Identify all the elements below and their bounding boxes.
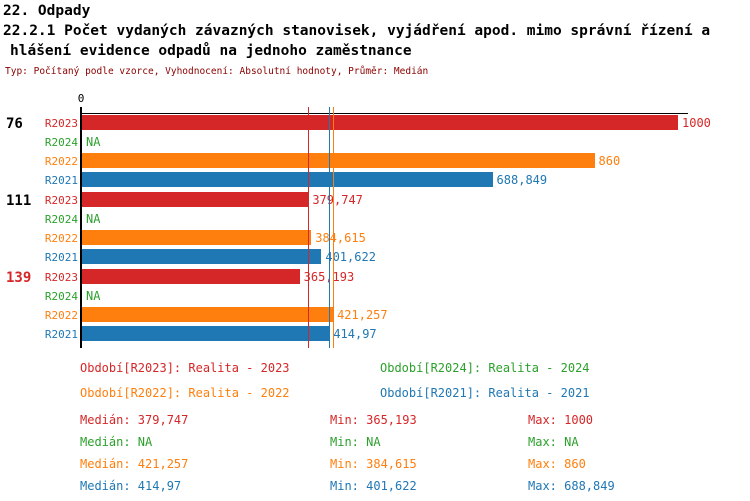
axis-tick-label-zero: 0 (77, 92, 85, 105)
series-label-r2024: R2024 (44, 290, 78, 303)
series-label-r2022: R2022 (44, 155, 78, 168)
stat-max-r2021: Max: 688,849 (528, 479, 615, 493)
bar-value-label: 365,193 (304, 270, 355, 284)
bar-value-label: 421,257 (337, 308, 388, 322)
bar-r2023 (82, 115, 678, 130)
group-label: 111 (6, 193, 32, 209)
bar-r2022 (82, 307, 334, 322)
group-label: 76 (6, 116, 23, 132)
stat-min-r2023: Min: 365,193 (330, 413, 417, 427)
bar-r2023 (82, 192, 309, 207)
series-label-r2022: R2022 (44, 309, 78, 322)
median-line-r2022 (333, 107, 335, 348)
bar-value-label: 688,849 (496, 173, 548, 187)
stat-median-r2024: Medián: NA (80, 435, 153, 449)
series-label-r2023: R2023 (44, 271, 78, 284)
chart-subtitle: Typ: Počítaný podle vzorce, Vyhodnocení:… (5, 66, 429, 77)
bar-value-label: 1000 (682, 116, 711, 130)
series-label-r2021: R2021 (44, 174, 78, 187)
series-label-r2021: R2021 (44, 328, 78, 341)
series-label-r2023: R2023 (44, 194, 78, 207)
series-label-r2024: R2024 (44, 136, 78, 149)
na-label: NA (86, 135, 101, 149)
legend-item-r2021: Období[R2021]: Realita - 2021 (380, 386, 590, 400)
stat-min-r2021: Min: 401,622 (330, 479, 417, 493)
bar-r2022 (82, 153, 595, 168)
stat-min-r2022: Min: 384,615 (330, 457, 417, 471)
bar-value-label: 860 (598, 154, 621, 168)
legend-item-r2022: Období[R2022]: Realita - 2022 (80, 386, 290, 400)
stat-median-r2021: Medián: 414,97 (80, 479, 182, 493)
legend: Období[R2023]: Realita - 2023 Období[R202… (80, 361, 700, 411)
legend-item-r2024: Období[R2024]: Realita - 2024 (380, 361, 590, 375)
bar-value-label: 414,97 (333, 327, 377, 341)
bar-r2021 (82, 249, 322, 264)
stat-max-r2024: Max: NA (528, 435, 579, 449)
stat-min-r2024: Min: NA (330, 435, 381, 449)
median-line-r2021 (329, 107, 331, 348)
y-axis-line (80, 107, 82, 348)
series-label-r2022: R2022 (44, 232, 78, 245)
bar-r2021 (82, 172, 493, 187)
page-title: 22. Odpady (3, 3, 91, 19)
bar-r2021 (82, 326, 330, 341)
bar-r2023 (82, 269, 300, 284)
na-label: NA (86, 212, 101, 226)
stat-median-r2022: Medián: 421,257 (80, 457, 189, 471)
series-label-r2024: R2024 (44, 213, 78, 226)
x-axis-line (80, 113, 688, 114)
series-label-r2023: R2023 (44, 117, 78, 130)
median-line-r2023 (308, 107, 310, 348)
series-label-r2021: R2021 (44, 251, 78, 264)
group-label: 139 (6, 270, 32, 286)
stat-median-r2023: Medián: 379,747 (80, 413, 189, 427)
chart-title-line2: hlášení evidence odpadů na jednoho zaměs… (10, 43, 412, 59)
bar-value-label: 401,622 (325, 250, 376, 264)
stat-max-r2023: Max: 1000 (528, 413, 594, 427)
bar-value-label: 384,615 (315, 231, 366, 245)
stat-max-r2022: Max: 860 (528, 457, 586, 471)
bar-value-label: 379,747 (312, 193, 363, 207)
bar-chart: 0 76 R2023 1000 R2024 NA R2022 860 R2021 688,849… (6, 92, 711, 348)
na-label: NA (86, 289, 101, 303)
statistics-panel: Medián: 379,747 Min: 365,193 Max: 1000 Medi… (80, 413, 720, 501)
bar-r2022 (82, 230, 312, 245)
legend-item-r2023: Období[R2023]: Realita - 2023 (80, 361, 290, 375)
chart-title-line1: 22.2.1 Počet vydaných závazných stanovis… (3, 23, 711, 39)
